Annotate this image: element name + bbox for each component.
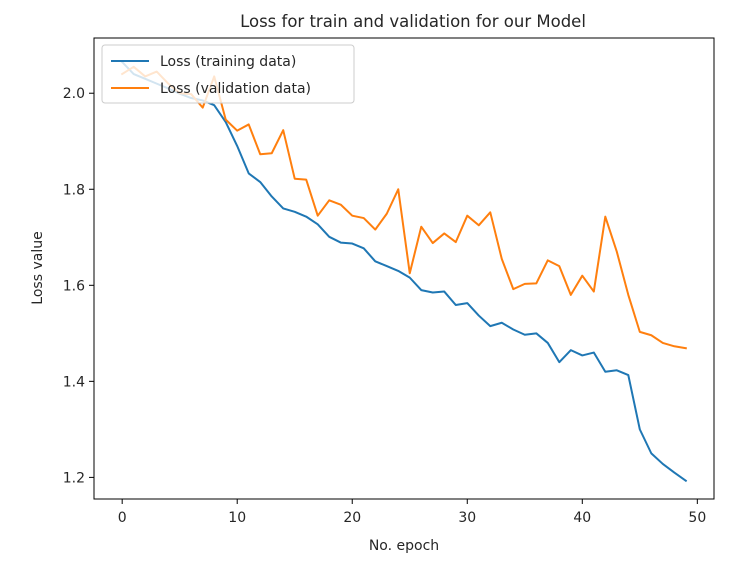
- x-axis-label: No. epoch: [369, 538, 439, 554]
- y-axis: 1.2 1.4 1.6 1.8 2.0: [63, 86, 94, 486]
- legend: Loss (training data) Loss (validation da…: [101, 44, 355, 104]
- plot-area: [120, 60, 688, 483]
- legend-box: [101, 44, 355, 104]
- y-tick-label: 1.8: [63, 182, 85, 198]
- y-tick-label: 1.6: [63, 278, 85, 294]
- training-loss-line: [120, 60, 688, 483]
- validation-loss-line: [120, 65, 687, 350]
- y-tick-label: 1.4: [63, 374, 85, 390]
- x-tick-label: 30: [458, 510, 476, 526]
- axes-frame: [93, 37, 715, 500]
- x-tick-label: 10: [228, 510, 246, 526]
- y-tick-label: 2.0: [63, 86, 85, 102]
- chart-title: Loss for train and validation for our Mo…: [240, 12, 586, 31]
- y-axis-label: Loss value: [30, 231, 46, 304]
- legend-label-validation: Loss (validation data): [160, 81, 311, 97]
- x-tick-label: 0: [118, 510, 127, 526]
- x-tick-label: 20: [343, 510, 361, 526]
- legend-label-training: Loss (training data): [160, 54, 296, 70]
- y-tick-label: 1.2: [63, 470, 85, 486]
- x-tick-label: 40: [573, 510, 591, 526]
- x-axis: 0 10 20 30 40 50: [118, 499, 706, 526]
- x-tick-label: 50: [688, 510, 706, 526]
